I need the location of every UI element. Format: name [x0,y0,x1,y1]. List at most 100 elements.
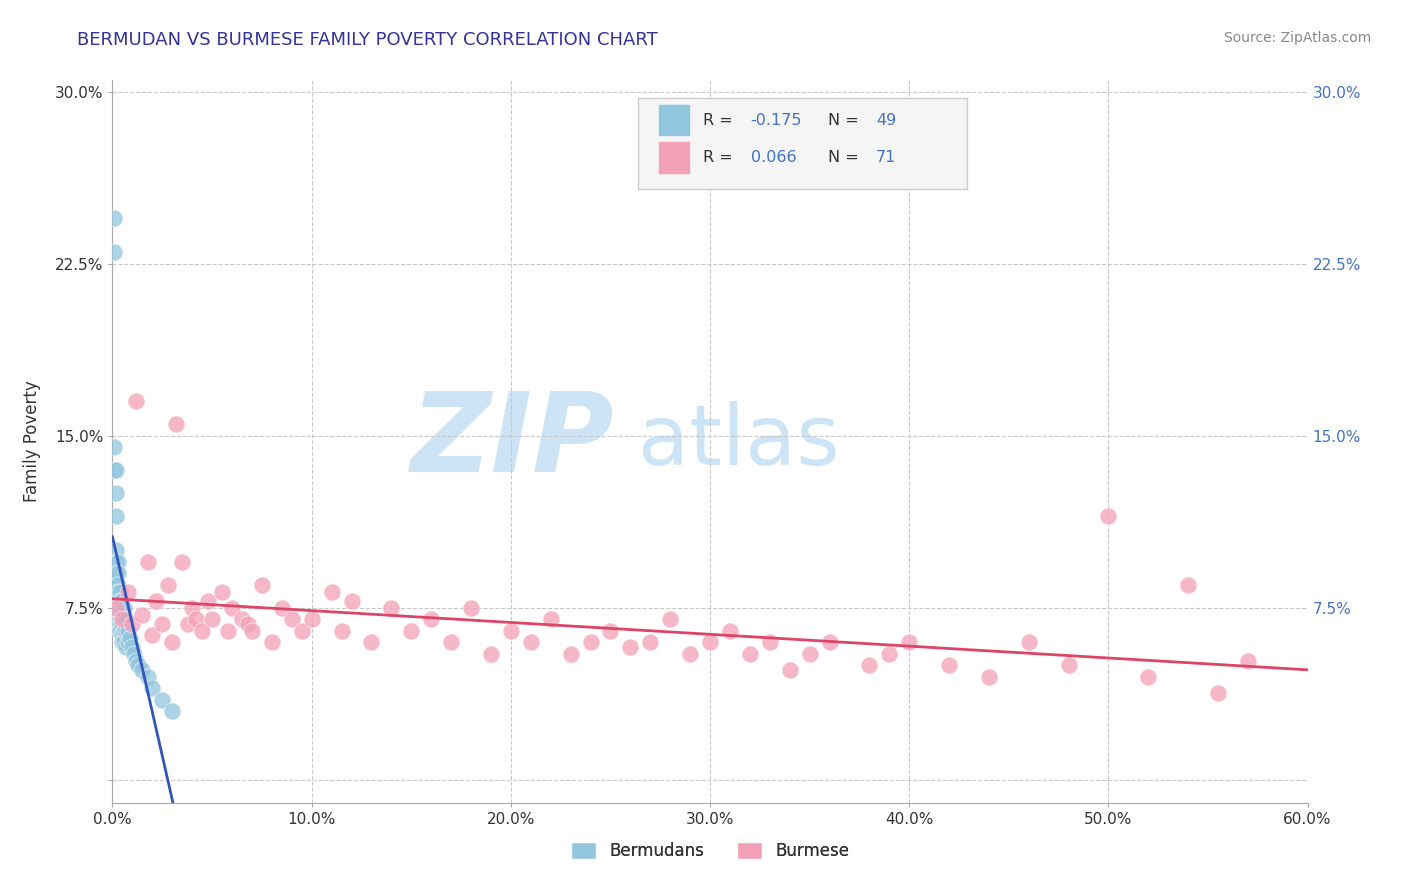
Point [110,600,132,615]
Point [150,616,173,631]
Point [103,245,125,260]
Point [162,704,183,718]
Point [124,647,146,661]
Point [162,635,183,649]
Point [110,584,132,599]
Point [138,670,160,684]
Point [479,647,502,661]
Point [738,647,761,661]
Point [250,578,273,592]
Point [107,607,129,622]
Point [236,616,259,631]
Point [938,658,960,673]
Point [107,566,129,581]
Point [659,612,682,626]
Point [114,635,135,649]
Point [105,486,128,500]
Text: BERMUDAN VS BURMESE FAMILY POVERTY CORRELATION CHART: BERMUDAN VS BURMESE FAMILY POVERTY CORRE… [77,31,658,49]
Point [1137,670,1160,684]
Point [107,578,129,592]
Point [138,555,160,569]
Point [115,624,138,638]
FancyBboxPatch shape [658,142,689,172]
Point [898,635,921,649]
Text: ZIP: ZIP [411,388,614,495]
Point [321,584,343,599]
Text: 49: 49 [876,112,897,128]
Point [117,584,139,599]
Point [111,635,134,649]
Point [818,635,841,649]
Point [560,647,582,661]
Point [107,584,129,599]
Point [107,594,129,608]
Point [114,600,135,615]
Point [799,647,821,661]
Point [211,584,233,599]
Point [779,663,801,677]
Point [759,635,782,649]
Legend: Bermudans, Burmese: Bermudans, Burmese [564,835,856,867]
Point [172,555,194,569]
Point [520,635,543,649]
Point [201,612,224,626]
Point [107,616,129,631]
Point [718,624,741,638]
Point [281,612,304,626]
Point [1018,635,1040,649]
Point [420,612,443,626]
FancyBboxPatch shape [638,98,967,189]
Point [105,566,128,581]
Point [111,594,134,608]
Text: N =: N = [828,112,865,128]
Point [107,600,129,615]
Point [127,658,149,673]
Point [141,681,163,695]
Point [540,612,562,626]
Point [221,600,243,615]
Point [579,635,602,649]
Point [111,628,134,642]
Point [150,692,173,706]
Point [879,647,901,661]
Point [197,594,219,608]
Point [401,624,423,638]
Point [117,635,139,649]
Point [1097,509,1119,524]
Point [977,670,1000,684]
Point [165,417,187,432]
Point [105,543,128,558]
Point [117,624,139,638]
Point [217,624,239,638]
Text: -0.175: -0.175 [751,112,803,128]
Point [1177,578,1199,592]
Point [186,612,208,626]
Point [141,628,163,642]
Point [1237,654,1260,668]
Point [105,578,128,592]
Point [191,624,214,638]
Point [103,440,125,454]
Point [619,640,641,654]
Point [125,654,148,668]
Point [121,640,143,654]
Point [114,624,135,638]
Point [460,600,482,615]
Point [231,612,253,626]
Point [125,394,148,409]
Point [111,606,134,620]
Point [110,616,132,631]
Text: 0.066: 0.066 [751,150,796,165]
Point [105,509,128,524]
Text: atlas: atlas [638,401,839,482]
Point [115,612,138,626]
Point [260,635,283,649]
Point [157,578,180,592]
Point [360,635,382,649]
Point [599,624,621,638]
Point [105,555,128,569]
Point [121,616,143,631]
Point [103,463,125,477]
Point [114,612,135,626]
Text: Source: ZipAtlas.com: Source: ZipAtlas.com [1223,31,1371,45]
